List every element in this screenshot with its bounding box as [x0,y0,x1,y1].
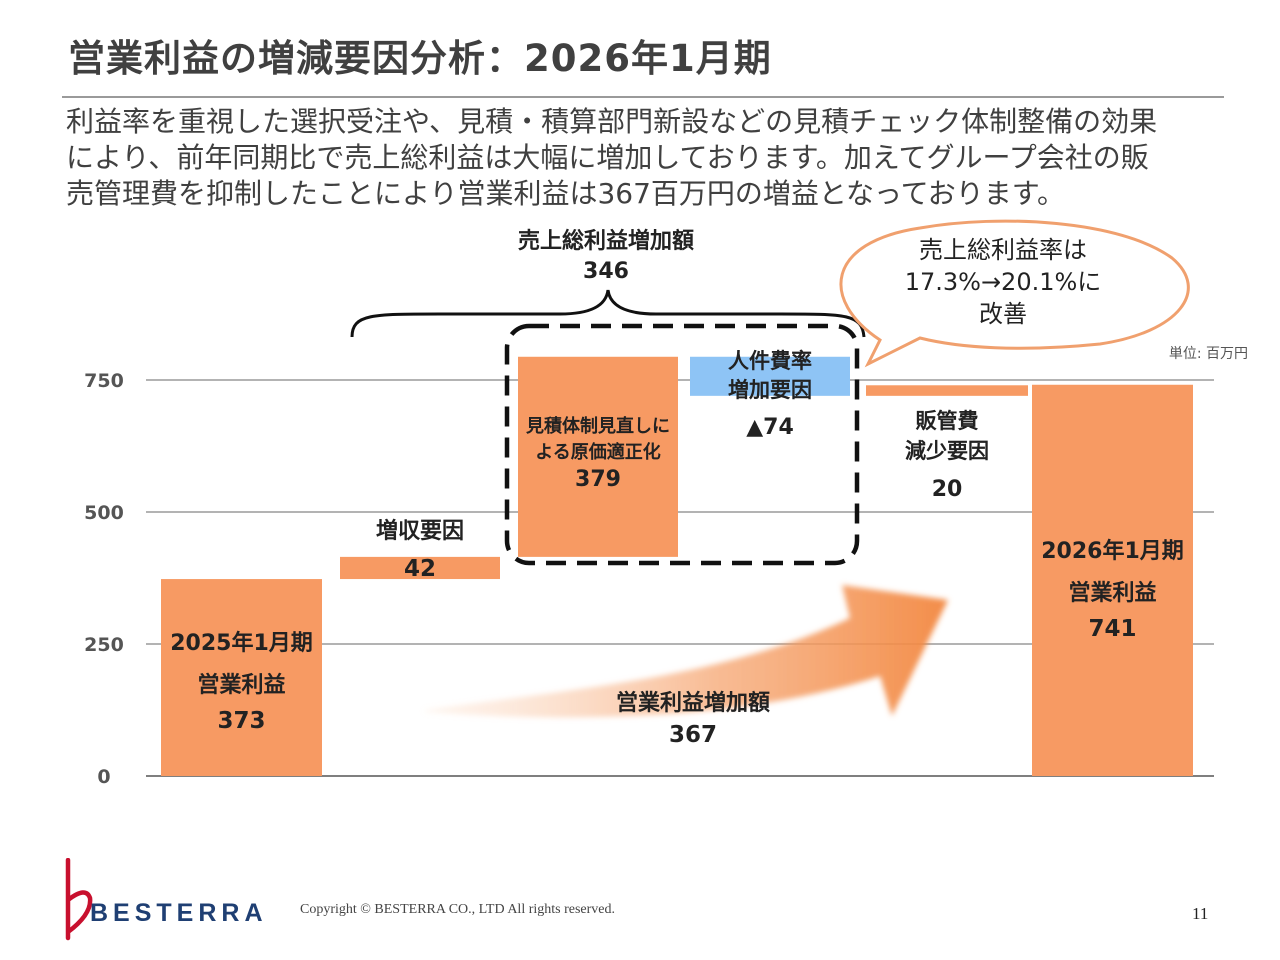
bar-5-label-line-2: 減少要因 [905,439,989,463]
bar-1 [161,579,322,776]
y-tick-label: 750 [84,370,124,392]
gross-profit-dashed-box [504,323,860,566]
svg-text:BESTERRA: BESTERRA [90,899,268,927]
y-tick-label: 500 [84,502,124,524]
bar-2 [340,556,500,580]
bar-1-label-line-2: 営業利益 [197,672,285,698]
bar-3-label-line-1: 見積体制見直しに [525,415,670,437]
callout-line-2: 17.3%→20.1%に [905,268,1102,296]
intro-line-3: 売管理費を抑制したことにより営業利益は367百万円の増益となっております。 [66,177,1066,210]
intro-text: 利益率を重視した選択受注や、見積・積算部門新設などの見積チェック体制整備の効果 … [66,104,1226,212]
bar-2-label: 増収要因 [376,518,464,544]
gross-profit-bracket [350,289,866,338]
bar-4-label-line-1: 人件費率 [728,349,812,373]
bar-6-label-line-2: 営業利益 [1068,580,1156,606]
bar-3-label-line-2: よる原価適正化 [535,441,660,463]
unit-label: 単位: 百万円 [1169,346,1248,362]
bar-2-value: 42 [404,556,436,582]
bar-4 [690,356,850,396]
y-tick-label: 0 [97,766,110,788]
increase-arrow [425,585,948,718]
arrow-title: 営業利益増加額 [616,690,770,716]
intro-line-1: 利益率を重視した選択受注や、見積・積算部門新設などの見積チェック体制整備の効果 [66,105,1158,138]
margin-callout-bubble [839,219,1190,368]
bar-5-label-line-1: 販管費 [916,409,979,433]
bar-3 [518,356,678,557]
bar-5-value: 20 [932,477,963,502]
copyright-text: Copyright © BESTERRA CO., LTD All rights… [300,902,616,917]
callout-line-1: 売上総利益率は [919,236,1087,264]
title-divider [62,96,1224,98]
bracket-value: 346 [583,259,629,284]
y-tick-label: 250 [84,634,124,656]
bar-3-value: 379 [575,467,621,492]
page-number: 11 [1192,904,1209,923]
bar-6-value: 741 [1088,616,1136,642]
intro-line-2: により、前年同期比で売上総利益は大幅に増加しております。加えてグループ会社の販 [66,141,1149,174]
bar-1-value: 373 [217,708,265,734]
callout-line-3: 改善 [979,300,1027,328]
bar-4-value: ▲74 [746,415,794,440]
bar-4-label-line-2: 増加要因 [728,378,812,402]
arrow-value: 367 [669,722,717,748]
bar-1-label-line-1: 2025年1月期 [170,630,313,656]
bar-6 [1032,384,1193,776]
bar-5 [866,385,1028,396]
bracket-title: 売上総利益増加額 [518,228,694,254]
besterra-logo: BESTERRA [65,858,268,941]
page-title: 営業利益の増減要因分析：2026年1月期 [68,37,772,80]
bar-6-label-line-1: 2026年1月期 [1041,538,1184,564]
